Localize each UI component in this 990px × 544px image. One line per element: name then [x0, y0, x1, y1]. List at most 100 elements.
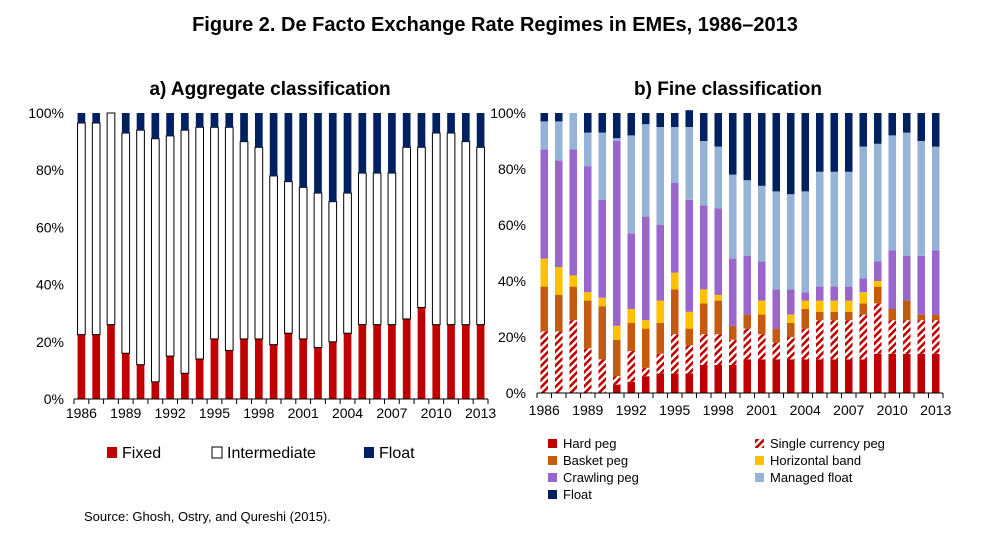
bar-hard-peg-2003	[786, 359, 795, 393]
bar-crawling-peg-1997	[699, 205, 708, 290]
bar-basket-peg-1996	[685, 328, 694, 346]
bar-float-1998	[714, 113, 723, 147]
bar-hard-peg-2000	[743, 359, 752, 393]
bar-hard-peg-2011	[902, 353, 911, 393]
bar-horizontal-band-1986	[540, 258, 549, 287]
x-tick-label: 2004	[790, 402, 821, 418]
bar-horizontal-band-1990	[598, 297, 607, 307]
legend-label-float: Float	[563, 487, 592, 502]
bar-float-1997	[699, 113, 708, 141]
bar-intermediate-2005	[357, 172, 367, 326]
bar-float-1993	[181, 113, 189, 131]
bar-crawling-peg-1990	[598, 199, 607, 298]
bar-hard-peg-1996	[685, 373, 694, 393]
bar-fixed-2002	[314, 347, 322, 399]
bar-hard-peg-1992	[627, 381, 636, 393]
legend-label-intermediate: Intermediate	[227, 445, 316, 462]
bar-managed-float-1989	[583, 132, 592, 167]
bar-crawling-peg-2011	[902, 255, 911, 301]
bar-crawling-peg-2010	[888, 250, 897, 309]
bar-single-currency-peg-1994	[656, 353, 665, 374]
bar-intermediate-1991	[150, 138, 160, 383]
bar-float-1994	[195, 113, 204, 128]
bar-basket-peg-2007	[844, 311, 853, 321]
bar-single-currency-peg-1990	[598, 359, 607, 393]
bar-fixed-2001	[299, 338, 308, 399]
bar-fixed-2012	[461, 324, 470, 399]
bar-float-2012	[917, 113, 926, 141]
bar-float-1999	[728, 113, 737, 175]
bar-float-1989	[121, 113, 130, 134]
bar-managed-float-1997	[699, 141, 708, 206]
bar-hard-peg-1999	[728, 365, 737, 393]
legend-label-float: Float	[379, 445, 415, 462]
figure-title: Figure 2. De Facto Exchange Rate Regimes…	[192, 14, 798, 36]
bar-intermediate-2008	[402, 146, 412, 320]
bar-basket-peg-1997	[699, 303, 708, 335]
y-tick-label: 80%	[36, 162, 64, 178]
bar-hard-peg-2009	[873, 353, 882, 393]
legend-swatch-intermediate	[211, 446, 223, 459]
bar-float-1999	[269, 113, 278, 176]
bar-float-2008	[402, 113, 411, 148]
bar-basket-peg-1989	[583, 300, 592, 349]
bar-single-currency-peg-2006	[830, 320, 839, 360]
panel-a-aggregate-chart: a) Aggregate classification 0% 20% 40% 60% 80…	[28, 79, 496, 462]
bar-single-currency-peg-1991	[612, 376, 621, 385]
bar-float-2007	[388, 113, 396, 174]
bar-intermediate-1988	[106, 112, 116, 326]
y-tick-label: 20%	[36, 334, 64, 350]
bar-fixed-2009	[417, 307, 426, 399]
bar-single-currency-peg-1992	[627, 351, 636, 382]
bar-crawling-peg-1996	[685, 199, 694, 312]
bar-basket-peg-1987	[554, 295, 563, 332]
bar-basket-peg-1999	[728, 325, 737, 340]
bar-crawling-peg-2000	[743, 255, 752, 315]
bar-basket-peg-2013	[931, 314, 940, 321]
bar-crawling-peg-2007	[844, 286, 853, 301]
y-tick-label: 80%	[498, 161, 526, 177]
bar-intermediate-1998	[254, 146, 264, 340]
bar-single-currency-peg-2005	[815, 320, 824, 360]
bar-float-2009	[873, 113, 882, 144]
y-tick-label: 60%	[498, 217, 526, 233]
bar-float-1990	[136, 113, 145, 131]
bar-basket-peg-2011	[902, 300, 911, 321]
legend-swatch-horizontal-band	[755, 456, 764, 465]
x-tick-label: 1998	[703, 402, 734, 418]
bar-crawling-peg-1989	[583, 166, 592, 293]
bar-basket-peg-2000	[743, 314, 752, 329]
bar-horizontal-band-1988	[569, 275, 578, 287]
bar-fixed-1996	[225, 350, 234, 399]
bar-horizontal-band-2005	[815, 300, 824, 312]
bar-float-2004	[343, 113, 352, 194]
bar-basket-peg-1988	[569, 286, 578, 321]
bar-crawling-peg-1987	[554, 160, 563, 267]
legend-swatch-managed-float	[755, 473, 764, 482]
bar-crawling-peg-2004	[801, 292, 810, 301]
bar-hard-peg-1995	[670, 373, 679, 393]
bar-intermediate-2013	[476, 146, 485, 326]
bar-basket-peg-2001	[757, 314, 766, 335]
legend-swatch-basket-peg	[548, 456, 557, 465]
bar-intermediate-2012	[461, 141, 471, 326]
bar-single-currency-peg-1998	[714, 334, 723, 365]
bar-intermediate-2011	[446, 132, 456, 326]
bar-single-currency-peg-1988	[569, 320, 578, 393]
bar-intermediate-2001	[298, 186, 308, 340]
bar-fixed-1997	[240, 338, 248, 399]
bar-managed-float-1990	[598, 132, 607, 200]
bar-float-1987	[92, 113, 101, 124]
bar-horizontal-band-1998	[714, 295, 723, 301]
bar-fixed-2006	[373, 324, 381, 399]
bar-single-currency-peg-2003	[786, 337, 795, 360]
bar-single-currency-peg-2012	[917, 320, 926, 354]
legend-swatch-single-currency-peg	[755, 439, 764, 448]
bar-hard-peg-2001	[757, 359, 766, 393]
bar-fixed-2004	[343, 333, 352, 399]
bar-float-1998	[254, 113, 263, 148]
legend-swatch-float	[548, 490, 557, 499]
x-tick-label: 1995	[659, 402, 690, 418]
bar-float-2011	[447, 113, 455, 134]
